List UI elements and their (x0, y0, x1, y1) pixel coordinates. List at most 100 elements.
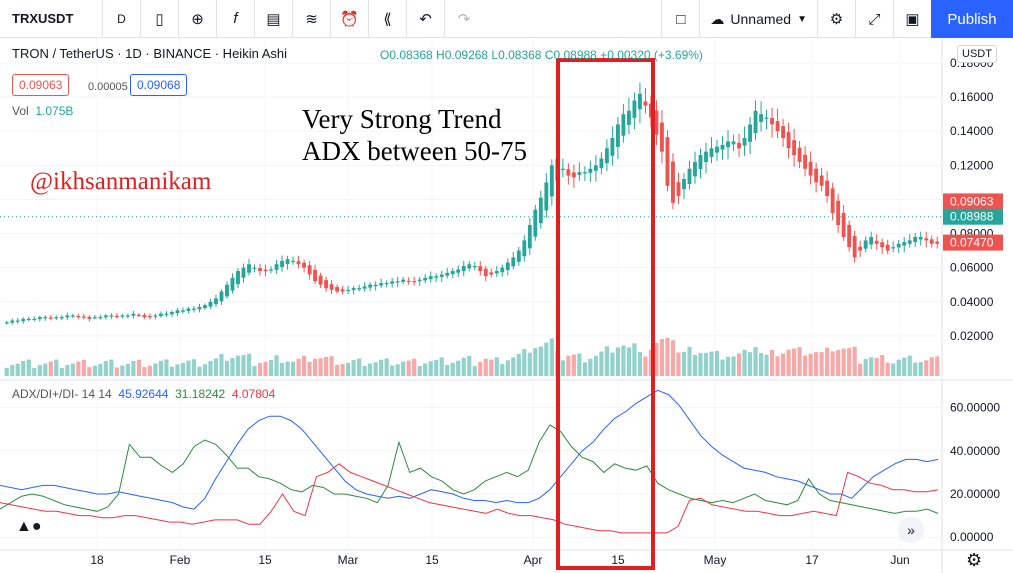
replay-icon[interactable]: ⟪ (369, 0, 407, 38)
time-tick-label: Jun (890, 553, 909, 567)
interval-button[interactable]: D (103, 0, 141, 38)
chart-canvas[interactable]: 0.020000.040000.060000.080000.100000.120… (0, 38, 1013, 573)
candle-body (775, 121, 780, 132)
volume-bar (48, 361, 53, 376)
time-tick-label: Feb (170, 553, 191, 567)
volume-legend-value: 1.075B (35, 104, 74, 118)
volume-bar (764, 354, 769, 376)
volume-bar (158, 360, 164, 376)
volume-bar (786, 349, 791, 376)
layout-square-icon[interactable]: □ (661, 0, 699, 38)
plus-circle-icon[interactable]: ⊕ (179, 0, 217, 38)
templates-icon[interactable]: ▤ (255, 0, 293, 38)
publish-button[interactable]: Publish (931, 0, 1013, 38)
volume-bar (792, 348, 797, 376)
indicators-icon[interactable]: ≋ (293, 0, 331, 38)
settings-gear-icon[interactable]: ⚙ (966, 550, 983, 570)
volume-bar (626, 347, 632, 376)
volume-bar (346, 362, 351, 376)
volume-bar (637, 352, 643, 376)
candle-body (615, 124, 620, 147)
alert-icon[interactable]: ⏰ (331, 0, 369, 38)
candle-body (313, 269, 318, 282)
currency-badge[interactable]: USDT (957, 45, 997, 63)
layout-name-button[interactable]: ☁ Unnamed ▼ (699, 0, 817, 38)
candle-body (830, 188, 835, 214)
candle-body (406, 280, 411, 282)
candle-body (70, 315, 75, 317)
price-axis-label-text: 0.07470 (950, 236, 994, 250)
candle-body (929, 239, 934, 244)
gear-icon[interactable]: ⚙ (817, 0, 855, 38)
annotation-line-2: ADX between 50-75 (302, 136, 527, 166)
volume-bar (538, 346, 543, 376)
candle-body (423, 277, 428, 281)
volume-bar (896, 359, 901, 376)
buy-price-button[interactable]: 0.09068 (130, 74, 188, 96)
candle-body (412, 281, 417, 283)
fx-icon[interactable]: f (217, 0, 255, 38)
price-axis-label-text: 0.09063 (950, 194, 994, 208)
candle-body (32, 318, 37, 321)
candle-body (21, 318, 26, 322)
volume-bar (37, 365, 42, 376)
volume-bar (599, 351, 604, 376)
candle-body (638, 93, 642, 110)
candle-body (643, 101, 648, 106)
volume-bar (395, 364, 400, 376)
candle-body (852, 236, 857, 258)
candle-body (516, 250, 521, 262)
redo-icon[interactable]: ↷ (457, 10, 471, 28)
time-tick-label: 15 (258, 553, 272, 567)
volume-bar (235, 355, 241, 376)
volume-bar (312, 358, 318, 376)
candle-body (158, 313, 163, 317)
symbol-search[interactable]: TRXUSDT (0, 0, 103, 38)
volume-bar (103, 361, 108, 376)
undo-icon[interactable]: ↶ (407, 0, 445, 38)
candle-body (676, 182, 681, 197)
volume-bar (445, 365, 450, 376)
sell-price-button[interactable]: 0.09063 (12, 74, 70, 96)
volume-bar (780, 353, 786, 376)
volume-bar (830, 351, 835, 376)
candle-body (247, 264, 251, 273)
volume-bar (131, 360, 136, 376)
price-tick-label: 0.14000 (950, 124, 994, 138)
volume-bar (913, 362, 918, 376)
candle-body (489, 272, 494, 275)
volume-bar (362, 365, 367, 376)
candle-body (753, 110, 758, 134)
candle-body (704, 151, 708, 163)
volume-bar (98, 363, 103, 376)
volume-bar (279, 362, 285, 376)
annotation-line-1: Very Strong Trend (302, 104, 502, 134)
volume-bar (880, 355, 885, 376)
volume-bar (224, 360, 230, 376)
volume-bar (500, 363, 505, 376)
volume-bar (379, 359, 384, 376)
volume-bar (533, 348, 538, 376)
candle-body (15, 320, 20, 322)
volume-bar (742, 349, 747, 376)
price-axis-label: 0.07470 (943, 234, 1003, 251)
volume-bar (747, 352, 753, 376)
candle-body (544, 182, 549, 211)
chevron-down-icon: ▼ (797, 13, 807, 25)
camera-icon[interactable]: ▣ (893, 0, 931, 38)
volume-bar (290, 361, 296, 376)
volume-bar (324, 356, 329, 376)
candles-icon[interactable]: ▯ (141, 0, 179, 38)
candle-body (671, 161, 675, 203)
price-axis-label-bg (943, 234, 1003, 251)
candle-body (280, 260, 284, 268)
volume-bar (175, 364, 180, 376)
scroll-to-realtime-icon[interactable]: » (898, 517, 924, 543)
candle-body (324, 280, 329, 289)
fullscreen-icon[interactable]: ⤢ (855, 0, 893, 38)
volume-bar (885, 362, 890, 376)
candle-body (230, 277, 235, 291)
time-tick-label: 15 (425, 553, 439, 567)
candle-body (863, 240, 868, 249)
volume-bar (213, 358, 219, 376)
